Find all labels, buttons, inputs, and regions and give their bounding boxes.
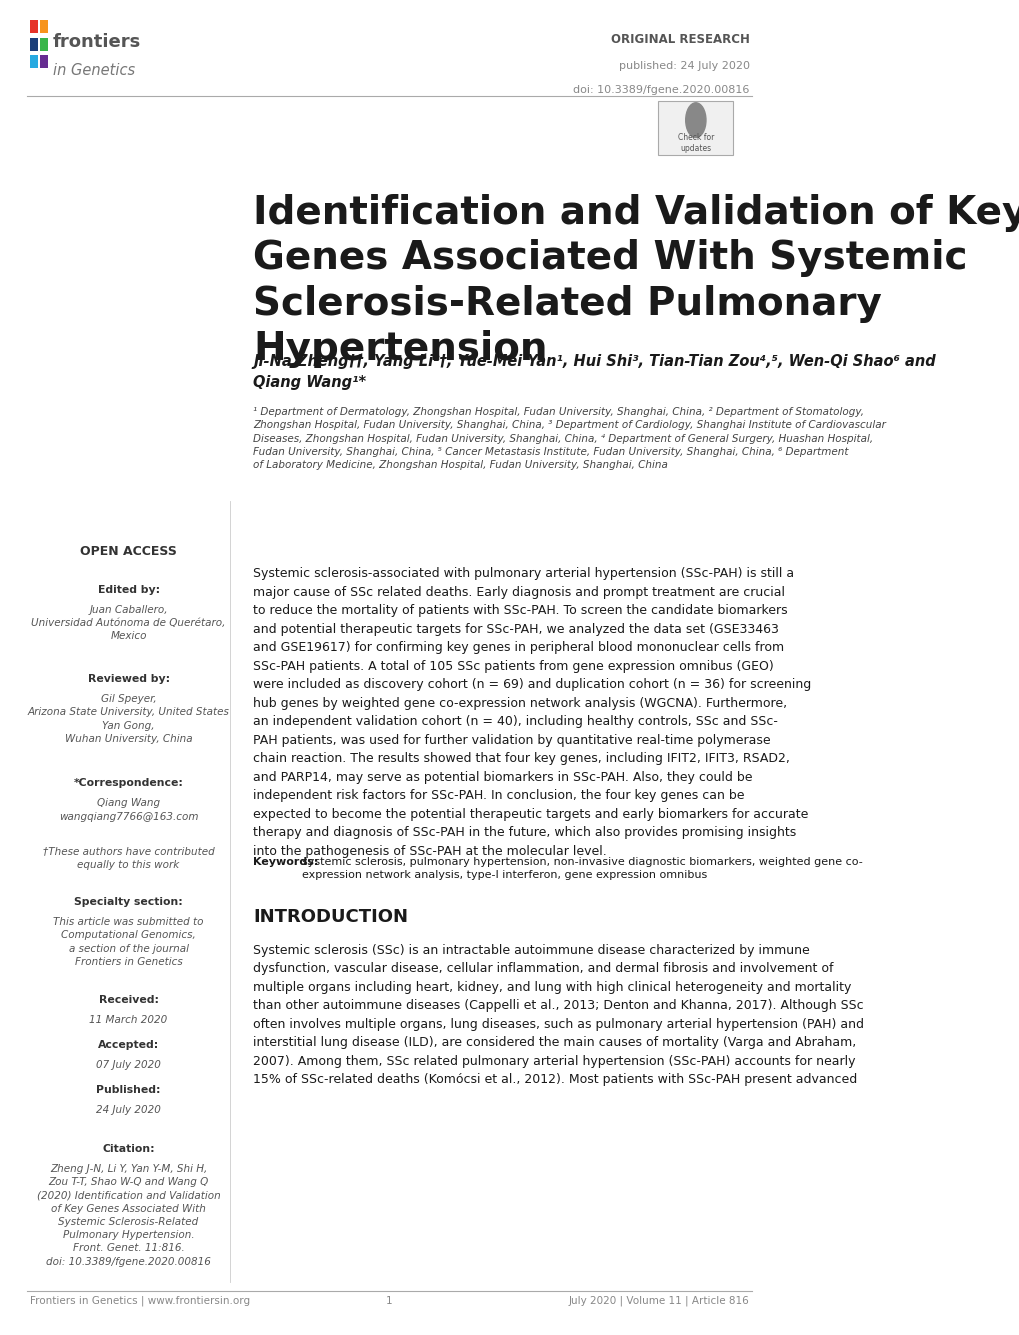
FancyBboxPatch shape (658, 101, 733, 155)
Bar (30, 55, 38, 68)
Text: †These authors have contributed
equally to this work: †These authors have contributed equally … (43, 846, 214, 869)
Text: Published:: Published: (96, 1085, 161, 1095)
Text: 1: 1 (386, 1296, 392, 1306)
Text: Gil Speyer,
Arizona State University, United States
Yan Gong,
Wuhan University, : Gil Speyer, Arizona State University, Un… (28, 694, 229, 744)
Text: INTRODUCTION: INTRODUCTION (253, 908, 408, 925)
Text: in Genetics: in Genetics (53, 63, 135, 77)
Text: *Correspondence:: *Correspondence: (73, 778, 183, 788)
Text: 11 March 2020: 11 March 2020 (90, 1015, 167, 1024)
Text: Received:: Received: (99, 995, 158, 1004)
Text: ¹ Department of Dermatology, Zhongshan Hospital, Fudan University, Shanghai, Chi: ¹ Department of Dermatology, Zhongshan H… (253, 407, 886, 470)
Text: July 2020 | Volume 11 | Article 816: July 2020 | Volume 11 | Article 816 (569, 1295, 749, 1306)
Text: Ji-Na Zheng††, Yang Li²†, Yue-Mei Yan¹, Hui Shi³, Tian-Tian Zou⁴,⁵, Wen-Qi Shao⁶: Ji-Na Zheng††, Yang Li²†, Yue-Mei Yan¹, … (253, 354, 935, 390)
Text: Zheng J-N, Li Y, Yan Y-M, Shi H,
Zou T-T, Shao W-Q and Wang Q
(2020) Identificat: Zheng J-N, Li Y, Yan Y-M, Shi H, Zou T-T… (37, 1164, 220, 1267)
Text: Edited by:: Edited by: (98, 585, 160, 594)
Text: Identification and Validation of Key
Genes Associated With Systemic
Sclerosis-Re: Identification and Validation of Key Gen… (253, 194, 1019, 368)
Bar (40, 55, 48, 68)
Text: ORIGINAL RESEARCH: ORIGINAL RESEARCH (610, 33, 749, 47)
Text: Specialty section:: Specialty section: (74, 897, 182, 906)
Circle shape (685, 103, 705, 138)
Text: Frontiers in Genetics | www.frontiersin.org: Frontiers in Genetics | www.frontiersin.… (30, 1295, 250, 1306)
Text: frontiers: frontiers (53, 33, 141, 51)
Text: This article was submitted to
Computational Genomics,
a section of the journal
F: This article was submitted to Computatio… (53, 917, 204, 967)
Text: Systemic sclerosis (SSc) is an intractable autoimmune disease characterized by i: Systemic sclerosis (SSc) is an intractab… (253, 944, 863, 1087)
Text: Reviewed by:: Reviewed by: (88, 674, 169, 684)
Text: Systemic sclerosis-associated with pulmonary arterial hypertension (SSc-PAH) is : Systemic sclerosis-associated with pulmo… (253, 567, 811, 858)
Bar (40, 37, 48, 51)
Text: Accepted:: Accepted: (98, 1040, 159, 1049)
Text: Citation:: Citation: (102, 1144, 155, 1153)
Text: Qiang Wang
wangqiang7766@163.com: Qiang Wang wangqiang7766@163.com (59, 798, 198, 821)
Bar (40, 20, 48, 33)
Text: doi: 10.3389/fgene.2020.00816: doi: 10.3389/fgene.2020.00816 (573, 85, 749, 95)
Text: published: 24 July 2020: published: 24 July 2020 (618, 61, 749, 71)
Text: Juan Caballero,
Universidad Autónoma de Querétaro,
Mexico: Juan Caballero, Universidad Autónoma de … (32, 605, 225, 641)
Bar (30, 20, 38, 33)
Text: Keywords:: Keywords: (253, 857, 318, 866)
Text: systemic sclerosis, pulmonary hypertension, non-invasive diagnostic biomarkers, : systemic sclerosis, pulmonary hypertensi… (302, 857, 862, 880)
Text: OPEN ACCESS: OPEN ACCESS (81, 545, 177, 558)
Text: 07 July 2020: 07 July 2020 (96, 1060, 161, 1069)
Bar (30, 37, 38, 51)
Text: Check for
updates: Check for updates (677, 134, 713, 152)
Text: 24 July 2020: 24 July 2020 (96, 1105, 161, 1115)
